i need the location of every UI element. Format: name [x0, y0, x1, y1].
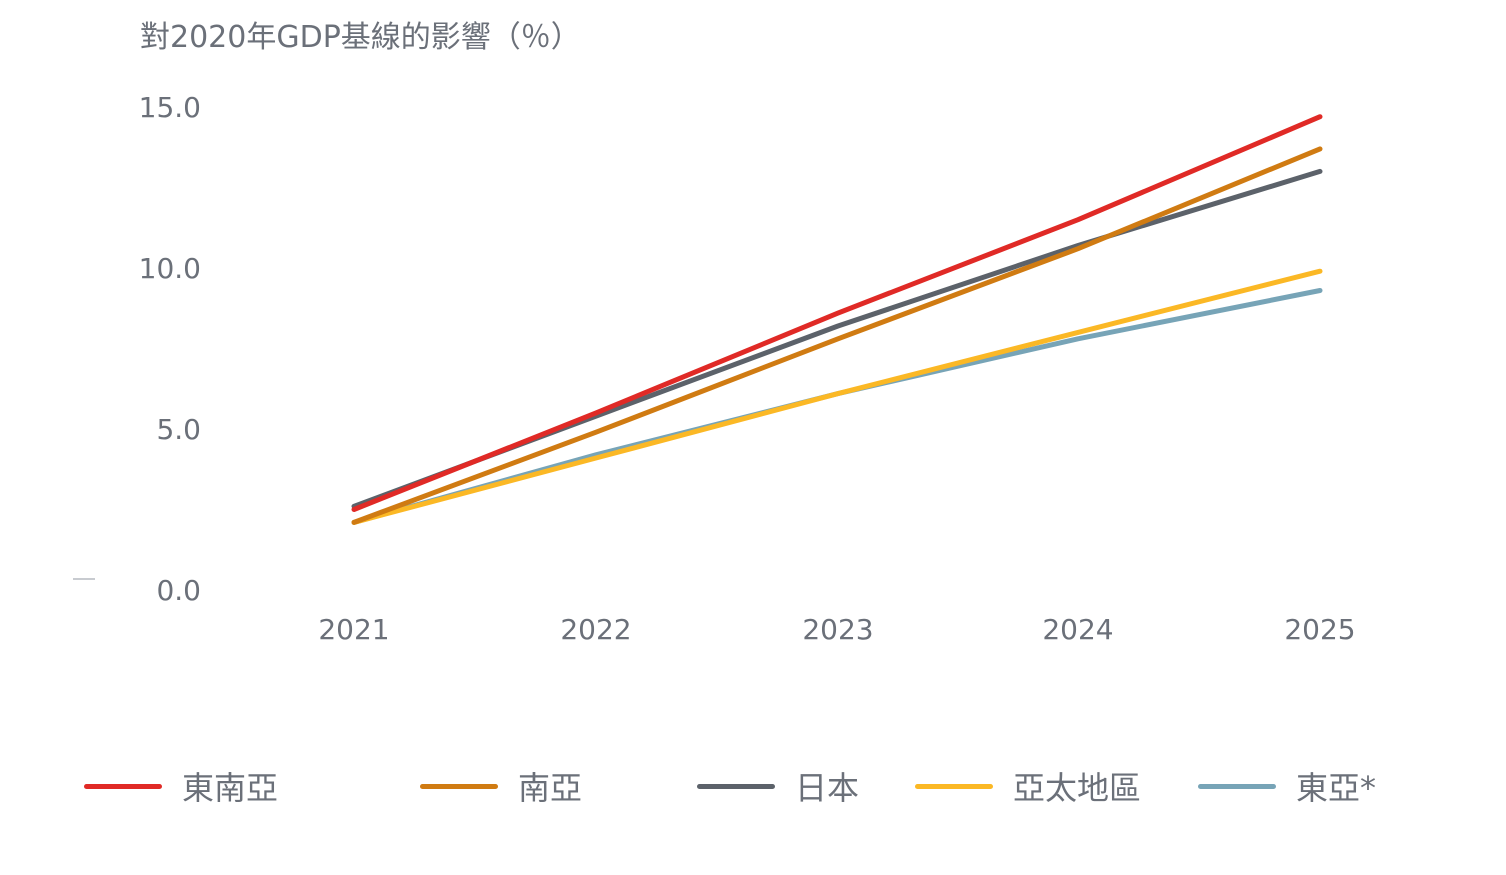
legend: 東南亞 南亞 日本 亞太地區 東亞* — [0, 760, 1506, 820]
legend-label: 東亞* — [1296, 769, 1377, 807]
legend-swatch — [1198, 783, 1276, 789]
y-axis-ticks: 0.0 5.0 10.0 15.0 — [139, 91, 201, 607]
legend-label: 南亞 — [518, 769, 583, 807]
y-tick-label: 10.0 — [139, 252, 201, 285]
legend-item: 東亞* — [1198, 760, 1376, 812]
series-lines — [351, 114, 1323, 525]
legend-label: 東南亞 — [182, 769, 279, 807]
series-line — [351, 146, 1323, 525]
x-tick-label: 2021 — [318, 613, 389, 646]
y-tick-label: 15.0 — [139, 91, 201, 124]
legend-item: 東南亞 — [84, 760, 278, 812]
x-tick-label: 2024 — [1042, 613, 1113, 646]
x-tick-label: 2025 — [1284, 613, 1355, 646]
legend-swatch — [420, 783, 498, 789]
legend-swatch — [915, 783, 993, 789]
y-tick-label: 5.0 — [156, 413, 201, 446]
series-line — [351, 268, 1323, 525]
chart-title: 對2020年GDP基線的影響（％） — [140, 20, 581, 55]
legend-item: 日本 — [697, 760, 859, 812]
legend-item: 亞太地區 — [915, 760, 1141, 812]
legend-swatch — [84, 783, 162, 789]
x-tick-label: 2022 — [560, 613, 631, 646]
legend-item: 南亞 — [420, 760, 582, 812]
x-tick-label: 2023 — [802, 613, 873, 646]
legend-label: 日本 — [795, 769, 860, 807]
series-line — [351, 114, 1323, 512]
legend-swatch — [697, 783, 775, 789]
legend-label: 亞太地區 — [1013, 769, 1142, 807]
x-axis-ticks: 2021 2022 2023 2024 2025 — [318, 613, 1355, 646]
y-tick-label: 0.0 — [156, 574, 201, 607]
